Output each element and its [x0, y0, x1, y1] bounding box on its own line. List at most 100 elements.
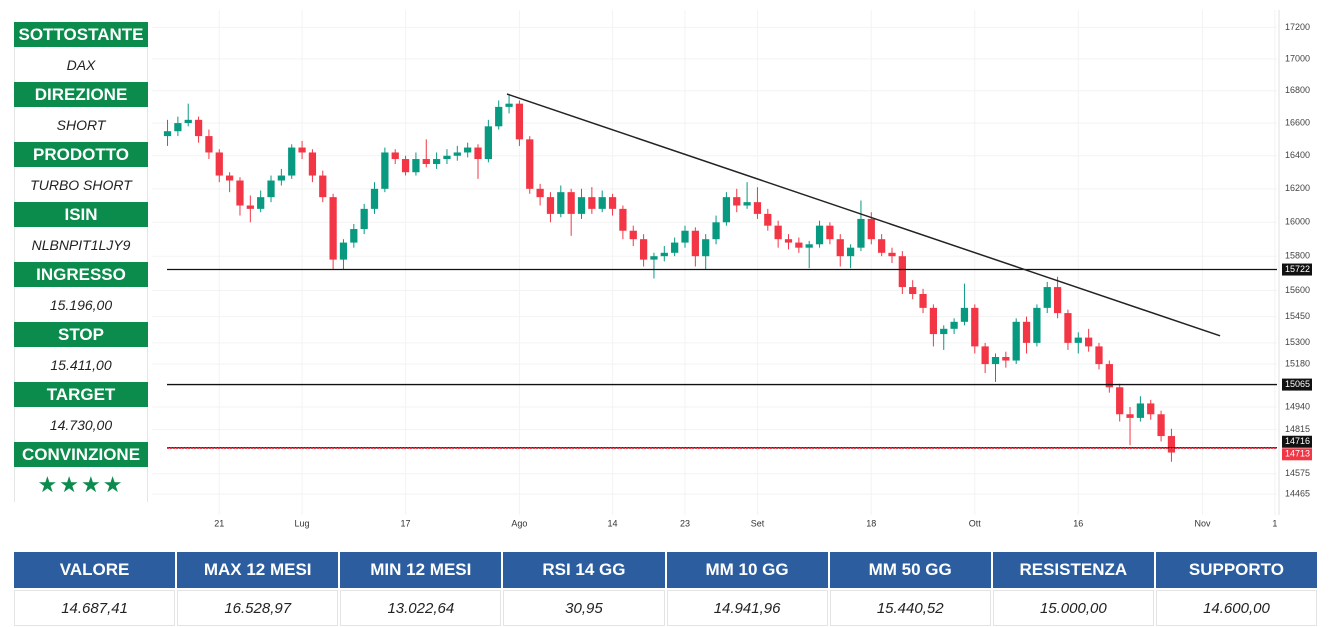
candle-body: [898, 256, 906, 288]
candle-body: [443, 155, 451, 160]
candle-body: [391, 152, 399, 160]
candle-body: [991, 356, 1000, 365]
candle-body: [329, 197, 337, 260]
candle-body: [1053, 287, 1062, 314]
candle-body: [319, 175, 327, 198]
panel-label: ISIN: [14, 202, 148, 227]
candle-body: [660, 252, 668, 257]
panel-label: STOP: [14, 322, 148, 347]
price-tag: [1282, 378, 1312, 391]
candle-body: [194, 119, 203, 137]
table-header: RSI 14 GG: [503, 552, 665, 588]
candle-body: [712, 222, 720, 240]
candle-body: [308, 152, 317, 176]
info-panel: SOTTOSTANTE DAX DIREZIONE SHORT PRODOTTO TURB…: [14, 22, 148, 502]
candle-body: [174, 123, 182, 132]
panel-value: 14.730,00: [14, 407, 148, 442]
x-tick-label: 17: [401, 518, 411, 528]
candle-body: [691, 230, 699, 257]
candle-body: [1157, 414, 1165, 437]
table-cell: 30,95: [503, 590, 665, 626]
candle-body: [288, 147, 296, 176]
chart: 17200 17000 16800 16600 16400 16200 16000 15800…: [152, 10, 1312, 528]
candle-body: [381, 152, 389, 189]
x-tick-label: 23: [680, 518, 690, 528]
candle-body: [422, 159, 430, 164]
candle-body: [246, 205, 254, 209]
candle-body: [1033, 307, 1041, 343]
candle-body: [339, 242, 348, 260]
y-tick-label: 17200: [1285, 22, 1310, 32]
y-tick-label: 17000: [1285, 53, 1310, 63]
candle-body: [846, 247, 855, 257]
panel-value: ★★★★: [14, 467, 148, 502]
candle-body: [350, 229, 358, 243]
table-header: MM 50 GG: [829, 552, 991, 588]
candle-body: [743, 202, 751, 206]
candle-body: [1167, 436, 1176, 453]
y-tick-label: 16800: [1285, 85, 1310, 95]
candle-body: [1043, 287, 1051, 308]
candle-body: [1147, 403, 1155, 415]
candle-body: [805, 244, 813, 248]
candle-body: [236, 180, 244, 206]
stats-table: VALORE MAX 12 MESI MIN 12 MESI RSI 14 GG MM …: [14, 552, 1317, 626]
candle-body: [960, 307, 969, 322]
y-tick-label: 14575: [1285, 468, 1310, 478]
panel-label: CONVINZIONE: [14, 442, 148, 467]
candle-body: [702, 239, 710, 257]
candle-body: [878, 239, 886, 253]
candle-body: [401, 159, 410, 173]
candle-body: [536, 188, 544, 198]
panel-label: TARGET: [14, 382, 148, 407]
candle-body: [1002, 356, 1010, 361]
candle-body: [453, 152, 461, 156]
y-tick-label: 15600: [1285, 285, 1310, 295]
table-header: VALORE: [14, 552, 176, 588]
candle-body: [919, 293, 927, 308]
table-cell: 15.440,52: [829, 590, 991, 626]
price-tag: [1282, 448, 1312, 461]
panel-value: NLBNPIT1LJY9: [14, 227, 148, 262]
x-tick-label: 1: [1272, 518, 1277, 528]
candle-body: [909, 287, 917, 294]
candle-body: [795, 242, 803, 248]
candle-body: [163, 131, 172, 137]
candle-body: [929, 307, 938, 335]
candle-body: [784, 239, 793, 243]
candle-body: [474, 147, 482, 160]
candle-body: [826, 225, 834, 240]
x-tick-label: Set: [751, 518, 765, 528]
candle-body: [981, 346, 989, 365]
candle-body: [484, 126, 492, 160]
candle-body: [1095, 346, 1103, 365]
candle-body: [950, 321, 958, 329]
candle-body: [298, 147, 306, 153]
panel-label: PRODOTTO: [14, 142, 148, 167]
candle-body: [619, 208, 627, 231]
panel-label: SOTTOSTANTE: [14, 22, 148, 47]
candle-body: [629, 230, 637, 240]
candle-body: [1022, 321, 1031, 343]
x-tick-label: 16: [1073, 518, 1083, 528]
y-tick-label: 16000: [1285, 217, 1310, 227]
table-cell: 14.941,96: [666, 590, 828, 626]
candle-body: [205, 136, 213, 153]
candle-body: [1105, 364, 1113, 388]
y-tick-label: 14465: [1285, 488, 1310, 498]
candle-body: [495, 106, 503, 127]
candle-body: [526, 139, 534, 189]
candle-body: [588, 197, 596, 209]
candle-body: [225, 175, 234, 181]
candle-body: [567, 192, 575, 214]
candle-body: [815, 225, 824, 245]
candle-body: [515, 103, 524, 140]
x-tick-label: Ago: [511, 518, 527, 528]
y-tick-label: 14940: [1285, 401, 1310, 411]
panel-value: DAX: [14, 47, 148, 82]
candle-body: [888, 252, 896, 257]
candle-body: [360, 208, 368, 230]
panel-label: INGRESSO: [14, 262, 148, 287]
candle-body: [971, 307, 979, 347]
